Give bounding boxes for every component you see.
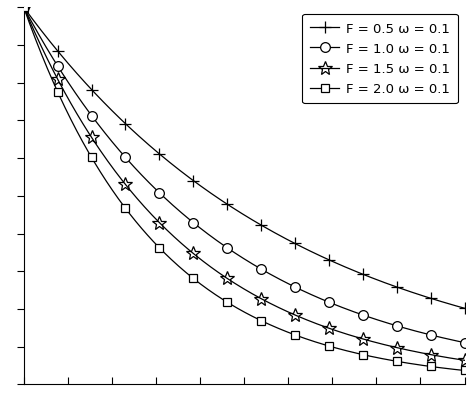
Legend: F = 0.5 ω = 0.1, F = 1.0 ω = 0.1, F = 1.5 ω = 0.1, F = 2.0 ω = 0.1: F = 0.5 ω = 0.1, F = 1.0 ω = 0.1, F = 1.… [302,15,458,104]
